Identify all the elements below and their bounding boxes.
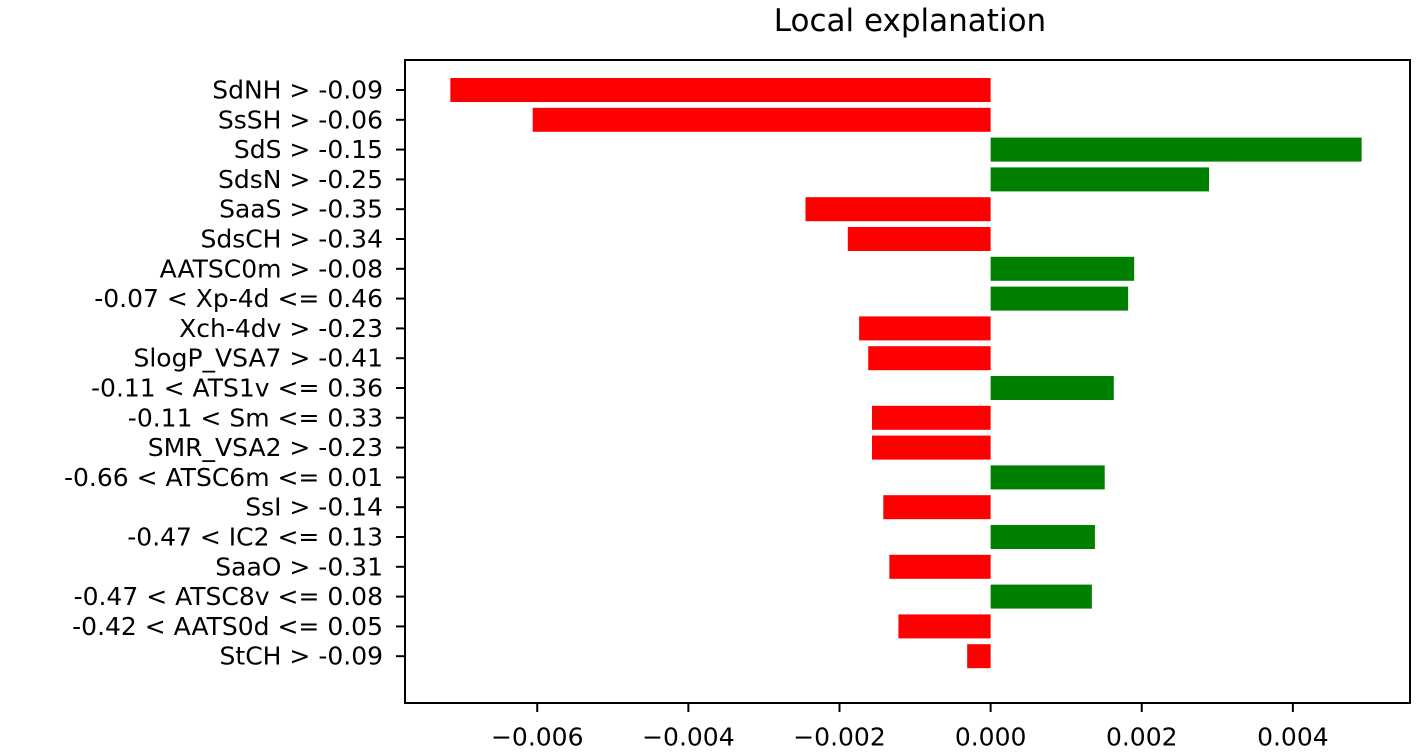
bar	[859, 316, 991, 341]
y-tick-label: SsI > -0.14	[245, 493, 383, 522]
bar	[990, 286, 1129, 311]
y-tick-label: SdS > -0.15	[234, 135, 383, 164]
y-tick-label: SMR_VSA2 > -0.23	[148, 433, 383, 462]
y-tick-label: Xch-4dv > -0.23	[179, 314, 383, 343]
bar	[990, 584, 1092, 609]
bars-layer	[450, 78, 1362, 669]
bar	[847, 227, 991, 251]
y-tick-label: SaaS > -0.35	[219, 195, 383, 224]
x-axis-ticks: −0.006 −0.004 −0.002 0.000 0.002 0.004	[491, 703, 1329, 752]
y-tick-label: SdsCH > -0.34	[200, 225, 383, 254]
y-tick-label: -0.07 < Xp-4d <= 0.46	[94, 284, 383, 313]
y-tick-label: StCH > -0.09	[220, 642, 383, 671]
bar	[967, 644, 991, 669]
x-tick-label: 0.004	[1257, 723, 1329, 752]
bar	[805, 197, 991, 222]
y-tick-label: SsSH > -0.06	[218, 105, 383, 134]
bar	[990, 256, 1135, 281]
y-tick-label: SlogP_VSA7 > -0.41	[133, 344, 383, 373]
y-tick-label: -0.66 < ATSC6m <= 0.01	[64, 463, 383, 492]
x-tick-label: −0.002	[793, 723, 886, 752]
bar	[990, 465, 1105, 490]
bar	[883, 495, 991, 520]
x-tick-label: −0.004	[642, 723, 735, 752]
y-tick-label: -0.42 < AATS0d <= 0.05	[72, 612, 383, 641]
y-tick-label: SdNH > -0.09	[212, 76, 383, 105]
bar	[898, 614, 991, 639]
y-tick-label: -0.47 < IC2 <= 0.13	[127, 523, 383, 552]
y-tick-label: -0.11 < ATS1v <= 0.36	[91, 374, 383, 403]
bar	[532, 107, 991, 132]
bar	[450, 78, 991, 102]
bar	[889, 554, 991, 579]
bar	[871, 435, 991, 460]
y-tick-label: AATSC0m > -0.08	[160, 254, 383, 283]
chart-title: Local explanation	[774, 3, 1046, 39]
bar	[990, 525, 1095, 549]
y-tick-label: SaaO > -0.31	[215, 552, 383, 581]
bar	[871, 405, 991, 430]
plot-frame	[404, 59, 1411, 704]
x-tick-label: 0.000	[955, 723, 1027, 752]
bar	[990, 137, 1362, 162]
y-tick-label: SdsN > -0.25	[218, 165, 383, 194]
y-tick-label: -0.11 < Sm <= 0.33	[128, 403, 383, 432]
bar	[990, 167, 1209, 192]
x-tick-label: 0.002	[1106, 723, 1178, 752]
bar	[868, 346, 991, 371]
bar	[990, 376, 1114, 400]
y-tick-label: -0.47 < ATSC8v <= 0.08	[74, 582, 383, 611]
x-tick-label: −0.006	[491, 723, 584, 752]
